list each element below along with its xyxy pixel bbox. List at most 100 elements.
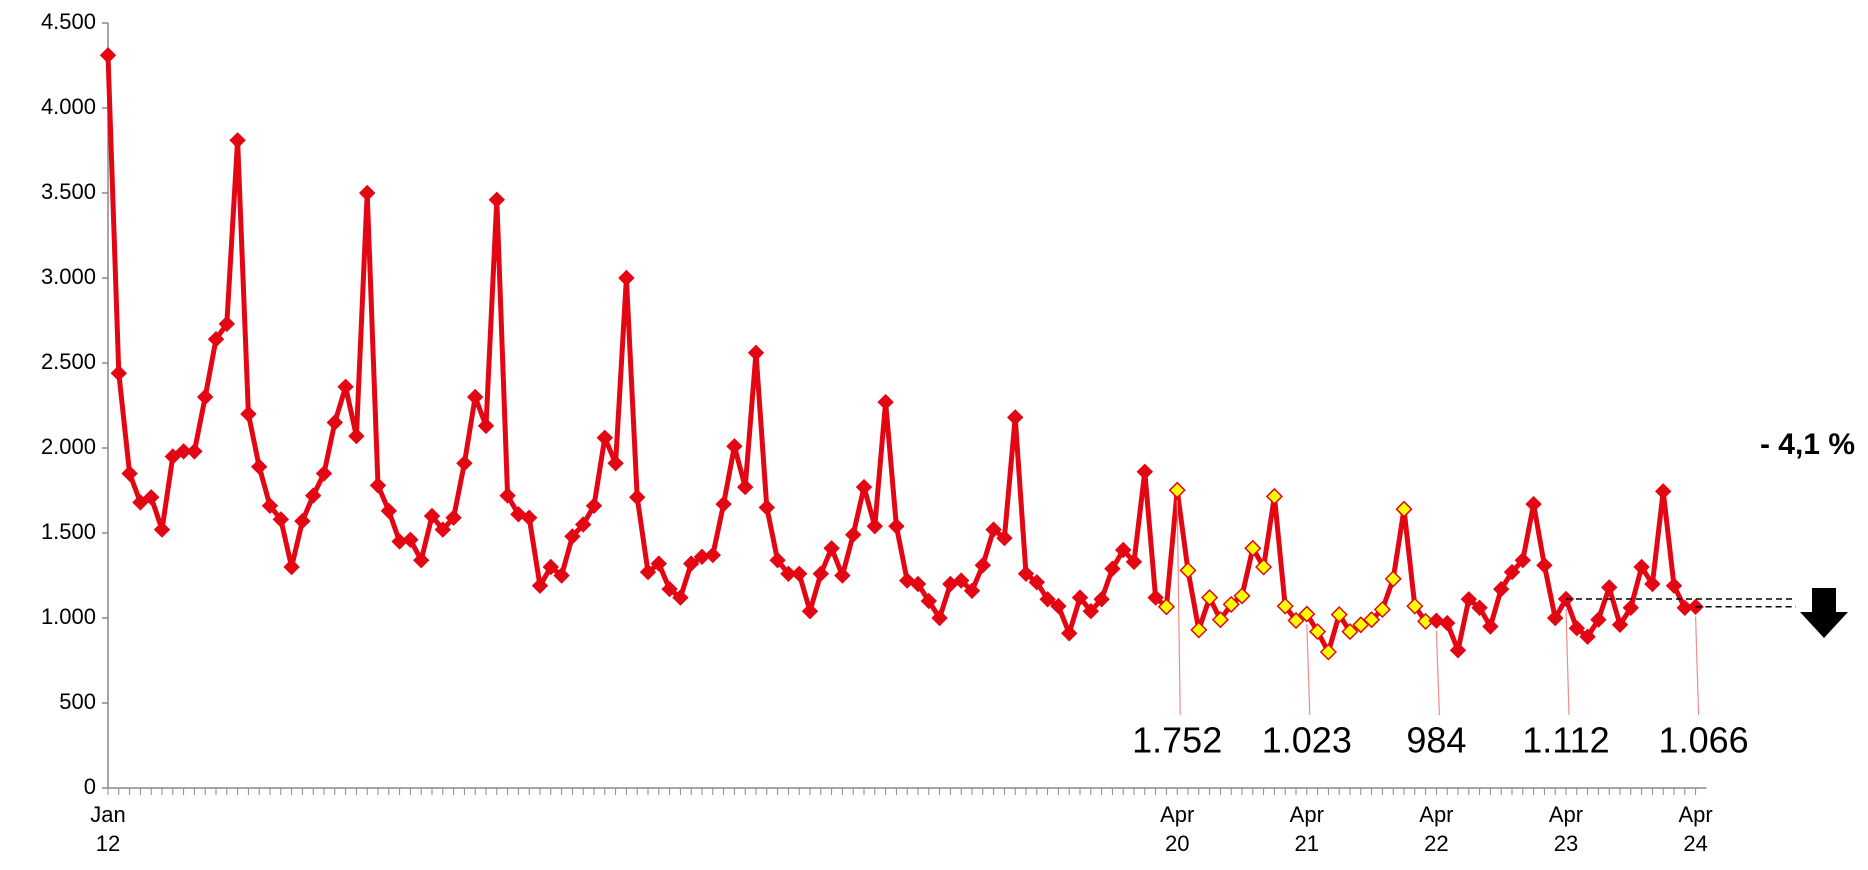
data-point [1319, 643, 1337, 661]
data-point [1330, 606, 1348, 624]
data-point [1071, 589, 1089, 606]
y-tick-label: 0 [84, 774, 96, 799]
data-point [1525, 495, 1542, 513]
data-point [888, 517, 905, 535]
data-point [1147, 589, 1164, 606]
data-point [142, 489, 160, 506]
data-point [985, 521, 1002, 538]
data-point [769, 551, 786, 569]
data-point [1276, 597, 1294, 615]
leader-line [1306, 624, 1311, 716]
data-point [1222, 595, 1240, 613]
data-point [132, 494, 149, 511]
data-point [164, 448, 182, 465]
data-point [1644, 575, 1661, 593]
x-tick-label: Apr 22 [1419, 802, 1453, 856]
data-point [304, 487, 322, 504]
data-point [499, 487, 516, 504]
data-point [240, 405, 257, 423]
leader-line [1695, 616, 1700, 716]
data-point [1406, 597, 1424, 615]
data-point [1536, 557, 1553, 574]
data-point [618, 269, 635, 287]
x-tick-label: Apr 21 [1290, 802, 1324, 856]
data-point [1492, 580, 1510, 598]
data-point [1482, 618, 1499, 635]
data-point [1503, 563, 1521, 581]
data-point [974, 557, 992, 574]
data-point [844, 526, 862, 543]
data-point [1050, 597, 1067, 615]
data-point [1114, 541, 1132, 559]
data-point [672, 589, 689, 606]
data-label: 984 [1406, 720, 1466, 761]
data-point [99, 47, 117, 64]
leader-line [1435, 630, 1440, 716]
data-point [121, 465, 138, 482]
data-point [423, 507, 441, 525]
leader-line [1176, 500, 1181, 716]
data-point [834, 567, 851, 584]
change-annotation: - 4,1 % [1760, 428, 1855, 461]
data-point [1590, 611, 1607, 628]
x-tick-label: Apr 24 [1678, 802, 1712, 856]
data-point [402, 531, 419, 549]
x-tick-label: Apr 20 [1160, 802, 1194, 856]
data-point [628, 489, 646, 506]
data-point [1568, 619, 1586, 637]
data-point [1104, 560, 1121, 577]
data-point [650, 555, 668, 572]
data-point [229, 132, 246, 149]
data-point [542, 558, 560, 576]
data-point [434, 521, 452, 538]
data-point [1168, 481, 1186, 499]
data-point [1654, 483, 1672, 500]
data-point [596, 429, 614, 447]
data-point [1438, 614, 1456, 632]
data-point [996, 529, 1013, 547]
data-point [855, 478, 873, 496]
data-point [1093, 591, 1110, 608]
data-point [866, 517, 884, 535]
data-point [207, 330, 225, 348]
data-point [1017, 565, 1035, 583]
data-label: 1.112 [1522, 720, 1609, 761]
data-point [801, 602, 819, 620]
y-tick-label: 2.000 [41, 434, 96, 459]
data-point [585, 497, 603, 515]
data-point [812, 565, 830, 583]
data-point [877, 393, 894, 411]
y-tick-label: 500 [59, 689, 96, 714]
series-line [105, 55, 1696, 655]
y-tick-label: 2.500 [41, 349, 96, 374]
data-point [358, 184, 376, 202]
data-point [1546, 609, 1564, 627]
y-tick-label: 4.000 [41, 94, 96, 119]
data-point [477, 417, 495, 435]
data-label: 1.752 [1132, 720, 1222, 761]
data-point [531, 577, 549, 594]
data-point [1179, 561, 1197, 579]
data-point [196, 388, 214, 406]
data-point [1028, 574, 1046, 591]
data-point [726, 438, 743, 455]
x-tick-label: Apr 23 [1549, 802, 1583, 856]
data-point [704, 546, 722, 564]
data-point [369, 477, 387, 494]
data-point [931, 609, 948, 627]
data-point [466, 388, 484, 406]
data-point [1125, 553, 1143, 571]
data-label: 1.066 [1659, 720, 1749, 761]
data-point [272, 511, 290, 528]
data-point [736, 478, 754, 496]
data-point [790, 565, 808, 583]
data-point [682, 555, 700, 572]
data-point [315, 465, 333, 482]
data-point [175, 443, 192, 460]
leader-line [1565, 608, 1570, 716]
data-point [1363, 611, 1381, 629]
data-point [1611, 616, 1629, 634]
data-point [1006, 409, 1024, 426]
